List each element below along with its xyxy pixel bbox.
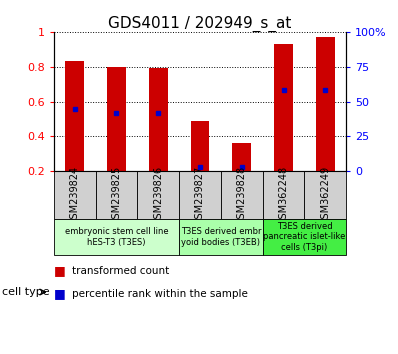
Bar: [179, 219, 263, 255]
Bar: [65, 62, 84, 171]
Bar: [221, 171, 263, 219]
Title: GDS4011 / 202949_s_at: GDS4011 / 202949_s_at: [108, 16, 292, 32]
Text: GSM239827: GSM239827: [195, 166, 205, 225]
Text: T3ES derived
pancreatic islet-like
cells (T3pi): T3ES derived pancreatic islet-like cells…: [263, 222, 345, 252]
Bar: [54, 171, 96, 219]
Text: ■: ■: [54, 287, 66, 300]
Text: percentile rank within the sample: percentile rank within the sample: [72, 289, 248, 299]
Text: ■: ■: [54, 264, 66, 277]
Bar: [54, 219, 179, 255]
Bar: [274, 44, 293, 171]
Text: T3ES derived embr
yoid bodies (T3EB): T3ES derived embr yoid bodies (T3EB): [181, 227, 261, 247]
Bar: [263, 219, 346, 255]
Text: GSM239824: GSM239824: [70, 166, 80, 225]
Text: GSM239826: GSM239826: [153, 166, 163, 225]
Text: embryonic stem cell line
hES-T3 (T3ES): embryonic stem cell line hES-T3 (T3ES): [64, 227, 168, 247]
Bar: [149, 68, 168, 171]
Bar: [107, 67, 126, 171]
Bar: [96, 171, 137, 219]
Text: GSM239828: GSM239828: [237, 166, 247, 225]
Bar: [232, 143, 251, 171]
Bar: [137, 171, 179, 219]
Bar: [304, 171, 346, 219]
Bar: [179, 171, 221, 219]
Text: transformed count: transformed count: [72, 266, 169, 276]
Text: GSM362249: GSM362249: [320, 166, 330, 225]
Text: GSM239825: GSM239825: [111, 166, 121, 225]
Text: cell type: cell type: [2, 287, 50, 297]
Bar: [263, 171, 304, 219]
Bar: [191, 121, 209, 171]
Text: GSM362248: GSM362248: [279, 166, 289, 225]
Bar: [316, 37, 335, 171]
